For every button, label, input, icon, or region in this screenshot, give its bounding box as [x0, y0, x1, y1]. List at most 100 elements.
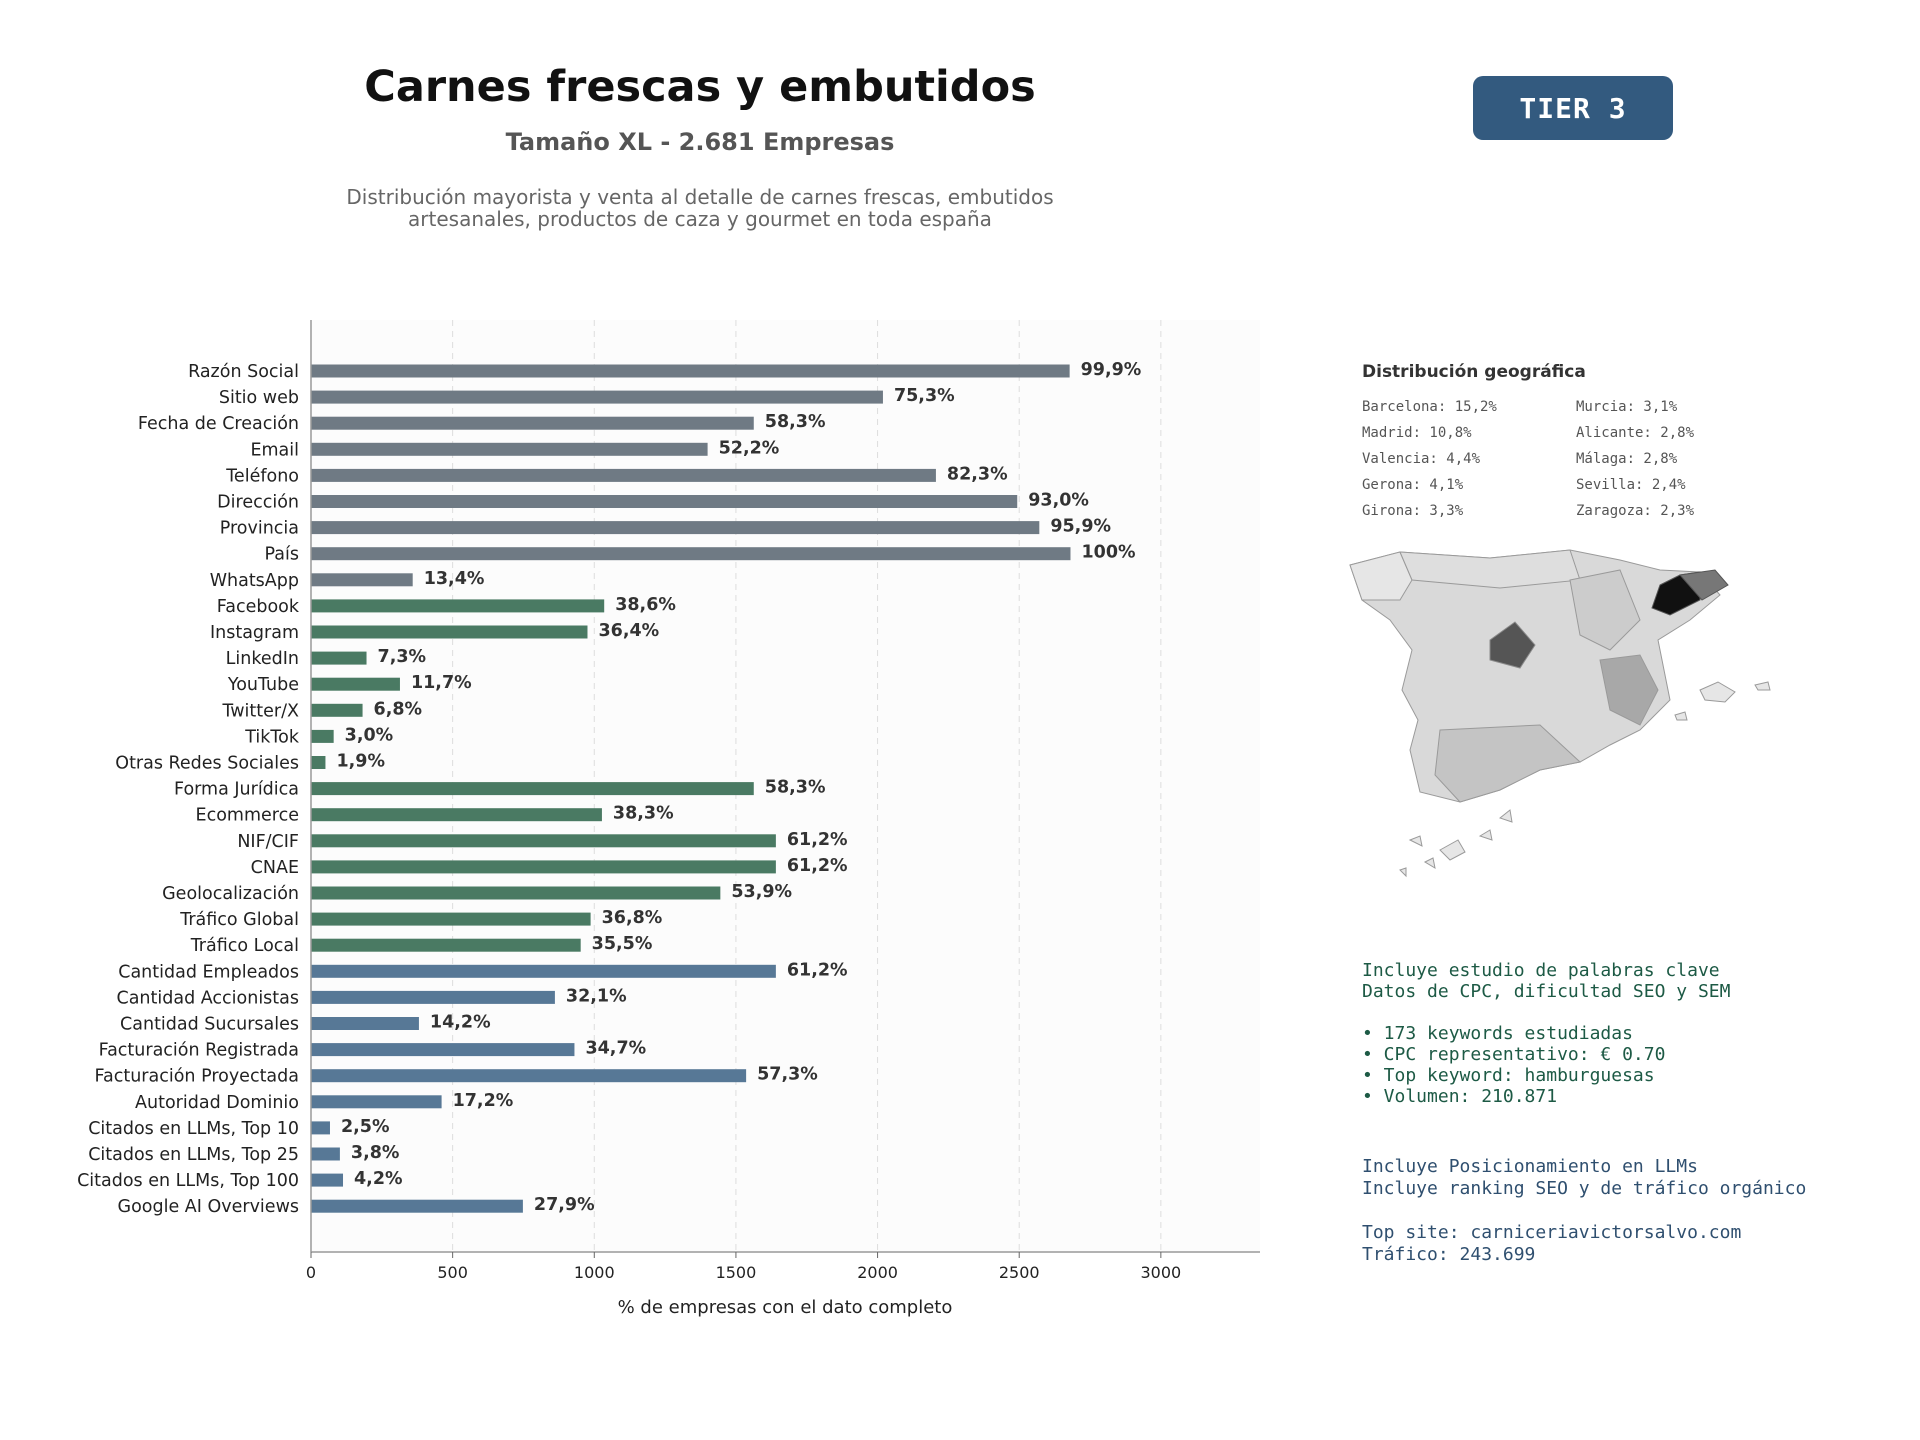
page-title: Carnes frescas y embutidos: [364, 62, 1036, 112]
value-label: 11,7%: [411, 673, 472, 693]
value-label: 61,2%: [787, 830, 848, 850]
geo-item: Barcelona: 15,2%: [1362, 399, 1497, 415]
bar: [311, 703, 363, 717]
x-tick-label: 1000: [574, 1263, 615, 1282]
bar: [311, 782, 754, 796]
page-description: Distribución mayorista y venta al detall…: [300, 186, 1100, 230]
bar: [311, 756, 326, 769]
geo-item: Gerona: 4,1%: [1362, 477, 1464, 493]
geo-item: Girona: 3,3%: [1362, 503, 1464, 519]
x-tick-label: 1500: [716, 1263, 757, 1282]
map-region-south: [1434, 724, 1582, 803]
geo-item: Alicante: 2,8%: [1576, 425, 1695, 441]
bar: [311, 573, 413, 587]
category-label: Email: [250, 440, 299, 460]
value-label: 13,4%: [424, 569, 485, 589]
map-canary-islands: [1399, 809, 1513, 878]
category-label: Forma Jurídica: [174, 780, 299, 800]
value-label: 93,0%: [1028, 491, 1089, 511]
bar: [311, 442, 708, 456]
value-label: 36,8%: [602, 908, 663, 928]
keywords-panel: Incluye estudio de palabras clave Datos …: [1362, 960, 1882, 1107]
value-label: 3,0%: [345, 725, 394, 745]
bar: [311, 860, 776, 874]
geo-item: Sevilla: 2,4%: [1576, 477, 1686, 493]
category-label: CNAE: [251, 858, 299, 878]
category-label: LinkedIn: [226, 649, 299, 669]
map-region-valencia: [1599, 654, 1659, 726]
bar: [311, 1147, 340, 1161]
bar: [311, 834, 776, 848]
bar: [311, 1017, 419, 1030]
value-label: 6,8%: [374, 699, 423, 719]
category-label: Teléfono: [225, 466, 299, 486]
category-label: Dirección: [217, 493, 299, 513]
llm-spacer: [1362, 1200, 1902, 1222]
value-label: 95,9%: [1050, 517, 1111, 537]
keywords-bullet: • 173 keywords estudiadas: [1362, 1023, 1633, 1044]
category-label: Provincia: [220, 519, 299, 539]
category-label: Fecha de Creación: [138, 414, 299, 434]
keywords-spacer: [1362, 1002, 1882, 1023]
category-label: TikTok: [244, 727, 300, 747]
value-label: 1,9%: [336, 752, 385, 772]
category-label: Google AI Overviews: [118, 1197, 299, 1217]
value-label: 75,3%: [894, 386, 955, 406]
geo-item: Málaga: 2,8%: [1576, 451, 1678, 467]
category-label: Razón Social: [188, 362, 299, 382]
value-label: 61,2%: [787, 856, 848, 876]
category-label: Citados en LLMs, Top 25: [88, 1145, 299, 1165]
keywords-bullet: • Top keyword: hamburguesas: [1362, 1065, 1655, 1086]
bar: [311, 495, 1018, 508]
category-label: Instagram: [210, 623, 299, 643]
value-label: 61,2%: [787, 960, 848, 980]
value-label: 7,3%: [378, 647, 427, 667]
value-label: 4,2%: [354, 1169, 403, 1189]
category-label: Tráfico Global: [179, 910, 299, 930]
category-label: Facturación Proyectada: [95, 1067, 299, 1087]
value-label: 36,4%: [598, 621, 659, 641]
value-label: 58,3%: [765, 412, 826, 432]
bar: [311, 547, 1071, 561]
geo-list: Barcelona: 15,2% Murcia: 3,1% Madrid: 10,8…: [1362, 398, 1782, 520]
category-label: Cantidad Empleados: [118, 962, 299, 982]
llm-traffic: Tráfico: 243.699: [1362, 1244, 1536, 1265]
category-label: Sitio web: [219, 388, 299, 408]
spain-map: [1349, 549, 1771, 878]
value-label: 52,2%: [719, 438, 780, 458]
keywords-line-2: Datos de CPC, dificultad SEO y SEM: [1362, 981, 1731, 1002]
map-region-madrid: [1489, 621, 1536, 669]
category-label: Tráfico Local: [190, 936, 299, 956]
bar: [311, 651, 367, 665]
x-tick-label: 0: [306, 1263, 316, 1282]
bars-group: [311, 364, 1071, 1213]
category-label: Otras Redes Sociales: [115, 754, 299, 774]
value-label: 35,5%: [592, 934, 653, 954]
bar: [311, 677, 400, 691]
map-region-galicia: [1349, 551, 1413, 601]
bar: [311, 1173, 344, 1187]
tier-badge: TIER 3: [1473, 76, 1673, 140]
value-label: 58,3%: [765, 778, 826, 798]
bar: [311, 521, 1040, 535]
bar: [311, 364, 1070, 378]
bar: [311, 416, 754, 430]
llm-panel: Incluye Posicionamiento en LLMs Incluye …: [1362, 1156, 1902, 1266]
geo-item: Valencia: 4,4%: [1362, 451, 1481, 467]
category-label: Twitter/X: [221, 701, 299, 721]
x-ticks: 0 500 1000 1500 2000 2500 3000: [306, 1252, 1181, 1282]
bar: [311, 468, 936, 482]
geo-item: Murcia: 3,1%: [1576, 399, 1678, 415]
geo-item: Madrid: 10,8%: [1362, 425, 1472, 441]
map-region-aragon: [1569, 569, 1641, 651]
value-label: 27,9%: [534, 1195, 595, 1215]
map-balearic-islands: [1674, 681, 1771, 721]
bar: [311, 1069, 747, 1083]
category-label: Citados en LLMs, Top 100: [77, 1171, 299, 1191]
value-label: 99,9%: [1081, 360, 1142, 380]
category-label: WhatsApp: [210, 571, 299, 591]
x-tick-label: 500: [437, 1263, 468, 1282]
value-label: 14,2%: [430, 1013, 491, 1033]
category-label: Facturación Registrada: [99, 1041, 299, 1061]
category-label: NIF/CIF: [237, 832, 299, 852]
